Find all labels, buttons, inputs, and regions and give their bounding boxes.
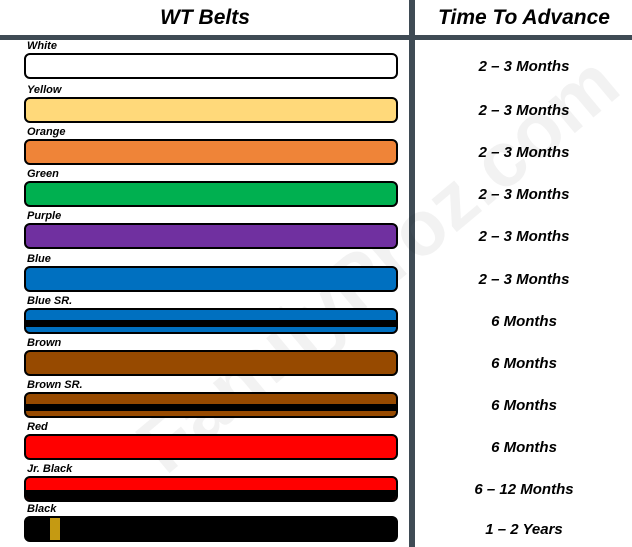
advance-time: 2 – 3 Months bbox=[478, 186, 570, 203]
belt-label: Purple bbox=[27, 210, 62, 222]
belt-swatch bbox=[24, 516, 398, 542]
belt-swatch bbox=[24, 392, 398, 418]
belt-label: Black bbox=[27, 503, 57, 515]
belt-swatch bbox=[24, 53, 398, 79]
advance-time: 6 Months bbox=[491, 439, 557, 456]
advance-time: 2 – 3 Months bbox=[478, 102, 570, 119]
belt-row: Red 6 Months bbox=[0, 421, 632, 463]
advance-time: 2 – 3 Months bbox=[478, 228, 570, 245]
belt-label: Green bbox=[27, 168, 59, 180]
belt-row: Orange 2 – 3 Months bbox=[0, 126, 632, 168]
advance-time: 6 Months bbox=[491, 313, 557, 330]
belt-label: Blue bbox=[27, 253, 51, 265]
belt-stripe bbox=[26, 320, 396, 327]
advance-time: 2 – 3 Months bbox=[478, 144, 570, 161]
belt-swatch bbox=[24, 476, 398, 502]
advance-time: 2 – 3 Months bbox=[478, 58, 570, 75]
advance-time: 6 Months bbox=[491, 355, 557, 372]
belt-swatch bbox=[24, 266, 398, 292]
belt-label: Orange bbox=[27, 126, 66, 138]
belt-swatch bbox=[24, 223, 398, 249]
belt-row: Black 1 – 2 Years bbox=[0, 503, 632, 545]
belt-row: Yellow 2 – 3 Months bbox=[0, 84, 632, 126]
belt-label: Brown SR. bbox=[27, 379, 83, 391]
belt-rank-bar bbox=[50, 518, 60, 540]
belt-stripe bbox=[26, 404, 396, 411]
belt-row: Jr. Black 6 – 12 Months bbox=[0, 463, 632, 505]
belt-label: Yellow bbox=[27, 84, 62, 96]
advance-time: 1 – 2 Years bbox=[485, 521, 563, 538]
belt-swatch bbox=[24, 350, 398, 376]
belt-row: Blue SR. 6 Months bbox=[0, 295, 632, 337]
belt-row: Purple 2 – 3 Months bbox=[0, 210, 632, 252]
belt-row: Brown 6 Months bbox=[0, 337, 632, 379]
belt-row: White 2 – 3 Months bbox=[0, 40, 632, 82]
belt-row: Green 2 – 3 Months bbox=[0, 168, 632, 210]
belts-column-header: WT Belts bbox=[160, 5, 250, 29]
belt-label: Jr. Black bbox=[27, 463, 73, 475]
belt-swatch bbox=[24, 139, 398, 165]
belt-label: Brown bbox=[27, 337, 62, 349]
belt-swatch bbox=[24, 181, 398, 207]
belt-row: Brown SR. 6 Months bbox=[0, 379, 632, 421]
belt-swatch bbox=[24, 97, 398, 123]
belt-black-half bbox=[26, 490, 396, 500]
time-column-header: Time To Advance bbox=[438, 5, 610, 29]
advance-time: 2 – 3 Months bbox=[478, 271, 570, 288]
column-divider bbox=[409, 0, 415, 547]
belt-row: Blue 2 – 3 Months bbox=[0, 253, 632, 295]
belt-swatch bbox=[24, 308, 398, 334]
belt-swatch bbox=[24, 434, 398, 460]
belt-label: Blue SR. bbox=[27, 295, 73, 307]
advance-time: 6 Months bbox=[491, 397, 557, 414]
belt-label: Red bbox=[27, 421, 48, 433]
advance-time: 6 – 12 Months bbox=[474, 481, 574, 498]
belt-label: White bbox=[27, 40, 57, 52]
header-divider bbox=[0, 35, 632, 40]
